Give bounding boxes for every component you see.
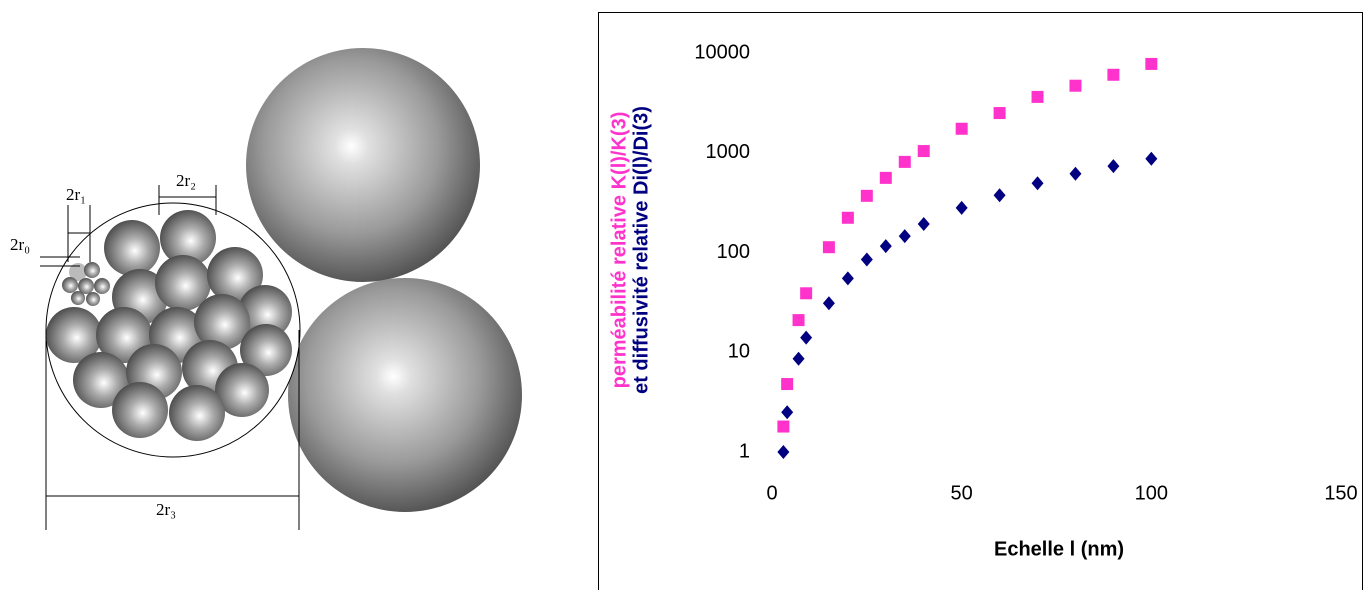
- point: [1145, 152, 1157, 166]
- point: [899, 156, 911, 168]
- point: [800, 331, 812, 345]
- x-axis-title: Echelle l (nm): [994, 538, 1124, 560]
- large-sphere: [246, 48, 480, 282]
- point: [793, 352, 805, 366]
- x-tick-label: 50: [951, 482, 973, 504]
- point: [994, 107, 1006, 119]
- point: [1145, 58, 1157, 70]
- point: [861, 190, 873, 202]
- point: [899, 229, 911, 243]
- point: [1032, 176, 1044, 190]
- y-tick-label: 100: [717, 241, 750, 263]
- point: [880, 239, 892, 253]
- point: [793, 314, 805, 326]
- point: [842, 212, 854, 224]
- point: [800, 287, 812, 299]
- x-tick-label: 0: [766, 482, 777, 504]
- label: 2r₂: [176, 171, 196, 190]
- y-tick-label: 10: [728, 341, 750, 363]
- y-tick-label: 10000: [694, 41, 750, 63]
- x-tick-label: 150: [1324, 482, 1357, 504]
- y-axis-title: et diffusivité relative Di(l)/Di(3): [630, 106, 652, 394]
- y-tick-label: 1000: [706, 141, 751, 163]
- point: [994, 188, 1006, 202]
- point: [777, 445, 789, 459]
- y-axis-title: perméabilité relative K(l)/K(3): [608, 112, 630, 389]
- diagram: 2r₀ 2r₁ 2r₂ 2r₃: [10, 48, 522, 530]
- y-tick-label: 1: [739, 440, 750, 462]
- figure: 2r₀ 2r₁ 2r₂ 2r₃ 1 10 100 1000 10000 0 50 100 150…: [0, 0, 1364, 590]
- point: [1032, 91, 1044, 103]
- x-tick-label: 100: [1135, 482, 1168, 504]
- point: [956, 201, 968, 215]
- point: [918, 217, 930, 231]
- page: 2r₀ 2r₁ 2r₂ 2r₃ 1 10 100 1000 10000 0 50 100 150…: [0, 0, 1364, 595]
- point: [1069, 80, 1081, 92]
- point: [823, 296, 835, 310]
- point: [777, 421, 789, 433]
- point: [781, 405, 793, 419]
- point: [918, 145, 930, 157]
- large-sphere: [288, 278, 522, 512]
- point: [1069, 167, 1081, 181]
- label: 2r₁: [66, 185, 86, 204]
- point: [861, 253, 873, 267]
- chart-frame: [599, 13, 1363, 591]
- chart: 1 10 100 1000 10000 0 50 100 150 Echelle l (nm) pe…: [608, 41, 1357, 560]
- point: [823, 241, 835, 253]
- point: [956, 123, 968, 135]
- label: 2r₀: [10, 235, 30, 254]
- point: [781, 378, 793, 390]
- point: [880, 172, 892, 184]
- point: [1107, 69, 1119, 81]
- point: [1107, 159, 1119, 173]
- point: [842, 271, 854, 285]
- label: 2r₃: [156, 500, 176, 519]
